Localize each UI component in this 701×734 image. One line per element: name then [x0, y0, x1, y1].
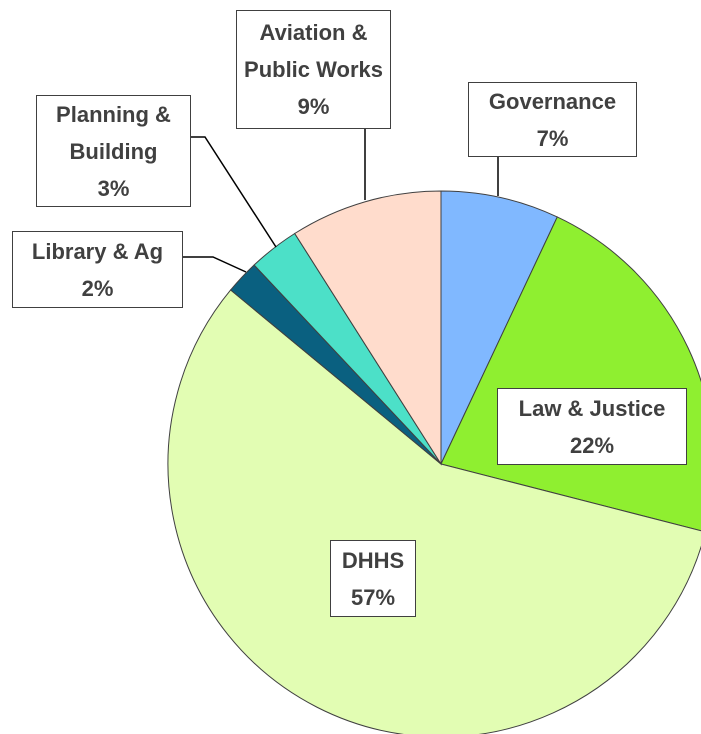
data-label-box: Planning & Building 3% [36, 95, 191, 207]
category-label: Planning & Building [56, 101, 171, 164]
category-label: DHHS [341, 547, 405, 573]
pie-slice [440, 190, 558, 465]
data-label-box: Library & Ag 2% [12, 231, 183, 308]
value-label: 2% [81, 275, 114, 301]
category-label: Library & Ag [31, 238, 164, 264]
pie-slice [167, 289, 701, 734]
pie-slice [294, 190, 442, 466]
leader-line [191, 136, 277, 248]
value-label: 22% [569, 432, 615, 458]
category-label: Aviation & Public Works [244, 20, 383, 82]
value-label: 7% [536, 125, 569, 151]
category-label: Law & Justice [518, 395, 666, 421]
value-label: 57% [350, 584, 396, 610]
value-label: 9% [297, 94, 330, 119]
data-label-box: DHHS 57% [330, 540, 416, 617]
category-label: Governance [488, 88, 617, 114]
value-label: 3% [97, 175, 130, 201]
leader-line [183, 256, 247, 273]
data-label-box: Aviation & Public Works 9% [236, 10, 391, 129]
data-label-box: Governance 7% [468, 82, 637, 157]
data-label-box: Law & Justice 22% [497, 388, 687, 465]
